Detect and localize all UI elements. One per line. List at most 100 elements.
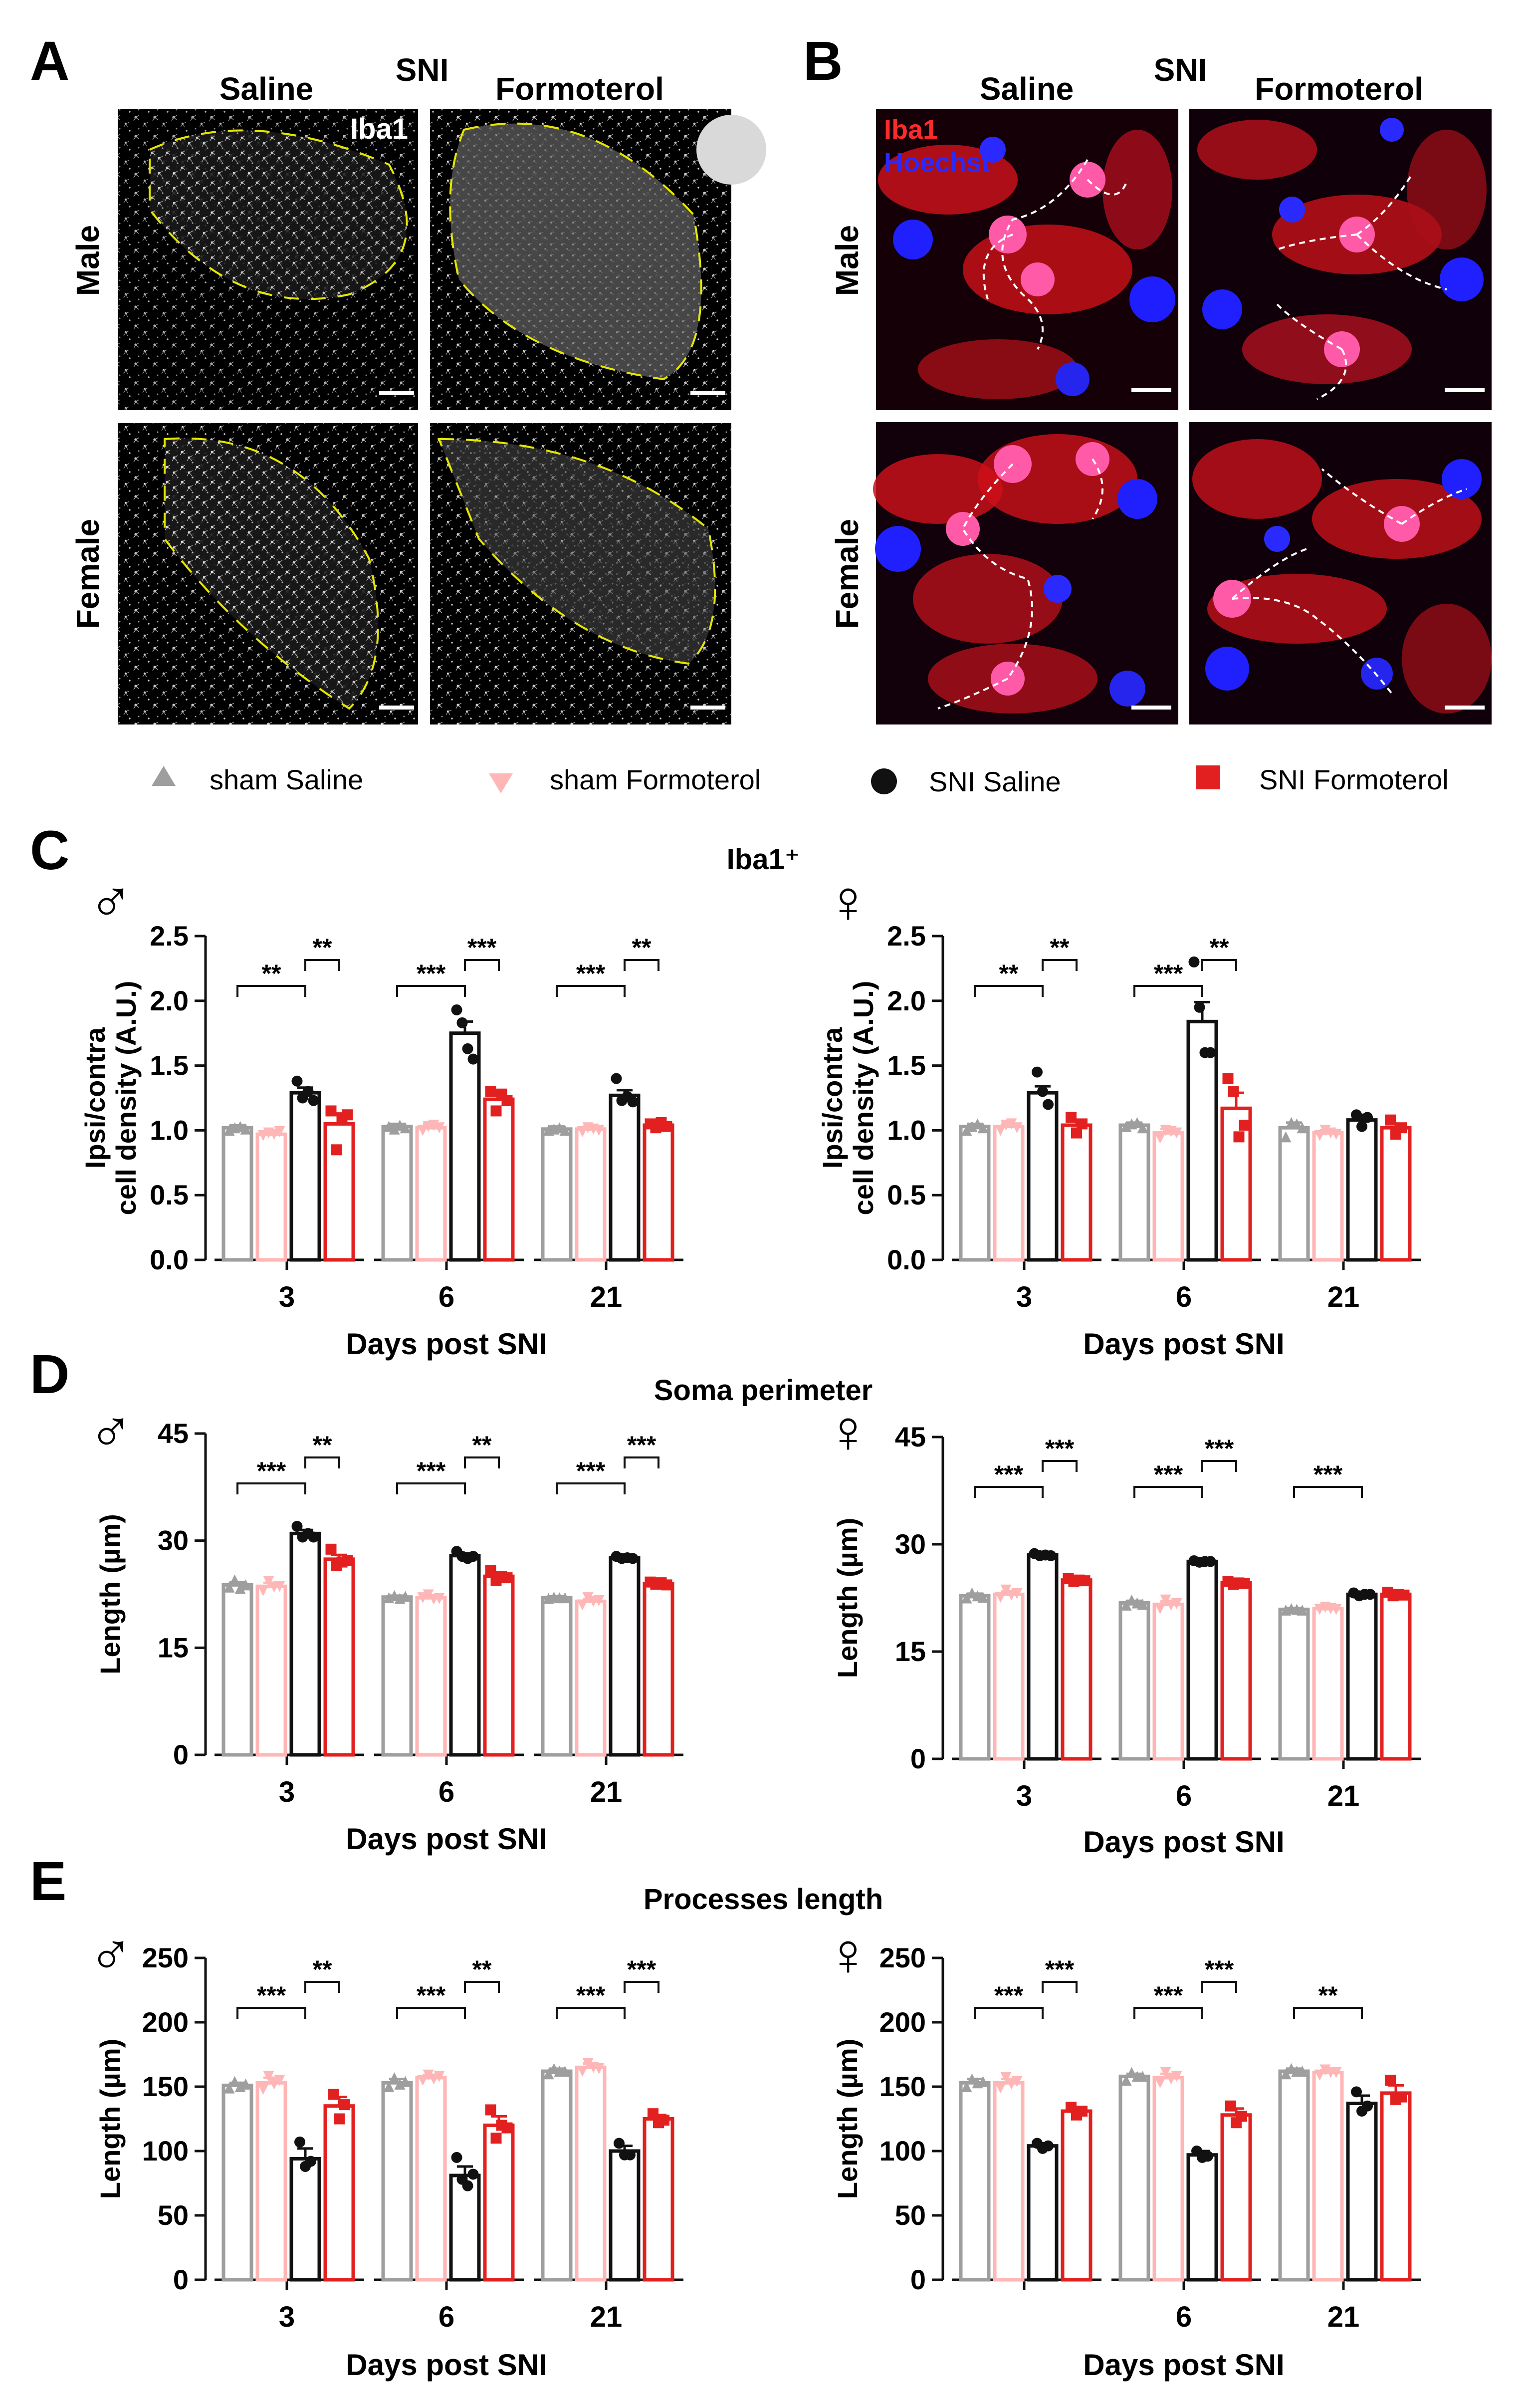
bar: [415, 1126, 447, 1262]
x-tick-label: 3: [279, 2301, 295, 2333]
data-point: [229, 1574, 240, 1586]
significance-label: **: [1210, 934, 1229, 962]
significance-label: ***: [257, 1457, 286, 1485]
y-tick-label: 250: [879, 1942, 926, 1973]
bar: [1346, 1118, 1378, 1262]
data-point: [1233, 1131, 1245, 1143]
data-point: [274, 2075, 285, 2086]
legend-marker-sham-saline: [152, 766, 176, 786]
micrograph-a-male-formoterol: [430, 109, 766, 410]
significance-bracket: [624, 1981, 659, 1993]
bar: [1380, 1126, 1412, 1262]
y-tick-label: 0.0: [887, 1244, 926, 1275]
data-point: [240, 2078, 251, 2090]
data-point: [1330, 1604, 1342, 1615]
data-point: [485, 1086, 496, 1097]
panel-b-condition: SNI: [1154, 52, 1207, 88]
bar: [449, 1554, 481, 1757]
y-tick-label: 0: [173, 1739, 189, 1770]
x-tick-label: 21: [590, 1776, 623, 1808]
significance-bracket: [464, 1456, 500, 1468]
y-axis-label-line: Length (µm): [832, 1518, 863, 1679]
data-point: [1043, 1099, 1054, 1110]
data-point: [995, 1125, 1006, 1136]
bar: [221, 1583, 253, 1757]
x-tick-label: 21: [1327, 1780, 1360, 1812]
y-tick-label: 50: [895, 2199, 926, 2231]
data-point: [229, 2076, 240, 2087]
significance-label: ***: [1154, 1460, 1183, 1488]
bar: [643, 1582, 674, 1757]
y-tick-label: 45: [158, 1418, 189, 1449]
data-point: [614, 2138, 625, 2149]
data-point: [611, 1073, 622, 1084]
data-point: [582, 2058, 594, 2069]
y-tick-label: 150: [142, 2071, 189, 2102]
bar: [1186, 2153, 1218, 2282]
data-point: [417, 1125, 429, 1136]
section-title-c: Iba1⁺: [727, 843, 800, 876]
data-point: [1000, 2072, 1012, 2083]
panel-letter-b: B: [803, 30, 843, 92]
legend-marker-sni-formoterol: [1196, 765, 1220, 789]
bar: [255, 1584, 287, 1757]
y-tick-label: 0: [910, 1743, 926, 1774]
data-point: [577, 2066, 588, 2077]
significance-label: **: [1050, 934, 1070, 962]
bar: [575, 1127, 607, 1262]
data-point: [1314, 1130, 1325, 1141]
data-point: [1291, 1118, 1303, 1130]
data-point: [308, 1095, 319, 1106]
data-point: [423, 1589, 434, 1601]
data-point: [1043, 2140, 1054, 2152]
bar: [609, 1093, 641, 1262]
data-point: [577, 1599, 588, 1611]
significance-bracket: [304, 1456, 340, 1468]
data-point: [274, 1581, 285, 1592]
y-tick-label: 15: [895, 1636, 926, 1667]
x-tick-label: 6: [438, 1776, 454, 1808]
micrograph-b-male-formoterol: [1189, 109, 1492, 410]
bar: [1152, 1602, 1184, 1761]
data-point: [977, 1592, 989, 1603]
bar: [1278, 1126, 1310, 1262]
y-tick-label: 0.5: [150, 1179, 189, 1210]
y-axis-label-line: Ipsi/contra: [817, 1027, 848, 1169]
significance-bracket: [464, 959, 500, 971]
data-point: [462, 1043, 473, 1054]
panel-b-col-label-formoterol: Formoterol: [1255, 71, 1423, 107]
significance-label: **: [999, 960, 1019, 987]
y-tick-label: 100: [142, 2135, 189, 2167]
bar: [1380, 2091, 1412, 2282]
data-point: [661, 1579, 672, 1591]
section-title-e: Processes length: [644, 1883, 883, 1916]
data-point: [1160, 1594, 1171, 1606]
significance-bracket: [556, 1482, 626, 1494]
data-point: [1297, 1122, 1308, 1134]
data-point: [966, 1587, 978, 1599]
data-point: [234, 1583, 246, 1594]
bar: [959, 2081, 991, 2282]
data-point: [1032, 1066, 1043, 1078]
legend: sham Saline sham Formoterol SNI Saline S…: [152, 764, 1449, 797]
significance-bracket: [1042, 959, 1078, 971]
bar: [1186, 1559, 1218, 1761]
panel-letter-c: C: [30, 820, 69, 881]
data-point: [1239, 1120, 1250, 1131]
data-point: [1077, 1118, 1088, 1130]
y-tick-label: 2.0: [150, 985, 189, 1016]
x-tick-label: 6: [1176, 2301, 1192, 2333]
data-point: [593, 2063, 605, 2074]
data-point: [1071, 1127, 1082, 1139]
data-point: [268, 2078, 280, 2090]
data-point: [240, 1123, 251, 1135]
y-tick-label: 2.5: [887, 920, 926, 952]
data-point: [1126, 1594, 1137, 1606]
panel-b-row-label-male: Male: [829, 225, 865, 296]
bar: [483, 2123, 515, 2282]
data-point: [501, 1572, 513, 1584]
significance-label: ***: [257, 1981, 286, 2009]
